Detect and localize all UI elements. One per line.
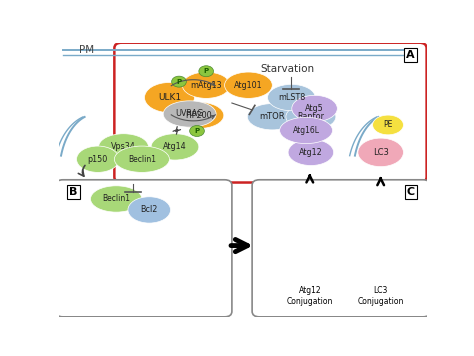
Text: Atg5: Atg5 (305, 104, 324, 113)
Ellipse shape (247, 104, 297, 130)
Text: B: B (69, 187, 77, 197)
Text: Beclin1: Beclin1 (128, 155, 156, 164)
Text: Atg12: Atg12 (299, 286, 321, 295)
Ellipse shape (288, 139, 334, 166)
Text: Vps34: Vps34 (111, 142, 136, 151)
Text: Raptor: Raptor (297, 112, 324, 121)
Text: mAtg13: mAtg13 (191, 81, 222, 90)
Ellipse shape (280, 117, 333, 143)
Text: UVRAG: UVRAG (175, 110, 204, 119)
Circle shape (199, 66, 213, 77)
Text: Starvation: Starvation (260, 63, 314, 73)
Text: Beclin1: Beclin1 (102, 194, 130, 204)
FancyBboxPatch shape (114, 43, 427, 183)
Text: Atg16L: Atg16L (292, 126, 319, 135)
Ellipse shape (182, 72, 230, 98)
Text: Bcl2: Bcl2 (141, 205, 158, 214)
Text: FIP200: FIP200 (185, 111, 212, 120)
Text: P: P (176, 79, 182, 85)
Ellipse shape (267, 84, 315, 111)
Text: ULK1: ULK1 (158, 93, 181, 102)
Text: Atg101: Atg101 (234, 81, 263, 90)
Text: Conjugation: Conjugation (357, 297, 404, 306)
Text: PM: PM (80, 46, 95, 56)
Ellipse shape (373, 115, 403, 135)
Ellipse shape (145, 83, 194, 112)
Text: mTOR: mTOR (259, 112, 285, 121)
Text: P: P (194, 128, 200, 134)
Ellipse shape (91, 186, 142, 212)
Text: p150: p150 (88, 155, 108, 164)
Ellipse shape (292, 95, 337, 122)
Ellipse shape (128, 197, 171, 223)
Text: A: A (406, 50, 414, 60)
Ellipse shape (76, 146, 119, 172)
Circle shape (190, 126, 204, 136)
Text: P: P (204, 68, 209, 74)
Ellipse shape (286, 104, 336, 130)
Text: LC3: LC3 (374, 286, 388, 295)
Ellipse shape (358, 138, 403, 167)
Text: LC3: LC3 (373, 148, 389, 157)
Text: Atg14: Atg14 (163, 142, 187, 151)
Text: Atg12: Atg12 (299, 148, 323, 157)
Ellipse shape (163, 101, 216, 127)
Text: C: C (407, 187, 415, 197)
Circle shape (172, 76, 186, 87)
Ellipse shape (174, 102, 224, 129)
Ellipse shape (225, 72, 272, 98)
Text: Conjugation: Conjugation (287, 297, 333, 306)
Text: mLST8: mLST8 (278, 93, 305, 102)
FancyBboxPatch shape (252, 180, 430, 317)
Ellipse shape (99, 134, 148, 160)
FancyBboxPatch shape (55, 180, 232, 317)
Ellipse shape (151, 134, 199, 160)
Text: PE: PE (383, 120, 393, 130)
Ellipse shape (114, 146, 170, 172)
